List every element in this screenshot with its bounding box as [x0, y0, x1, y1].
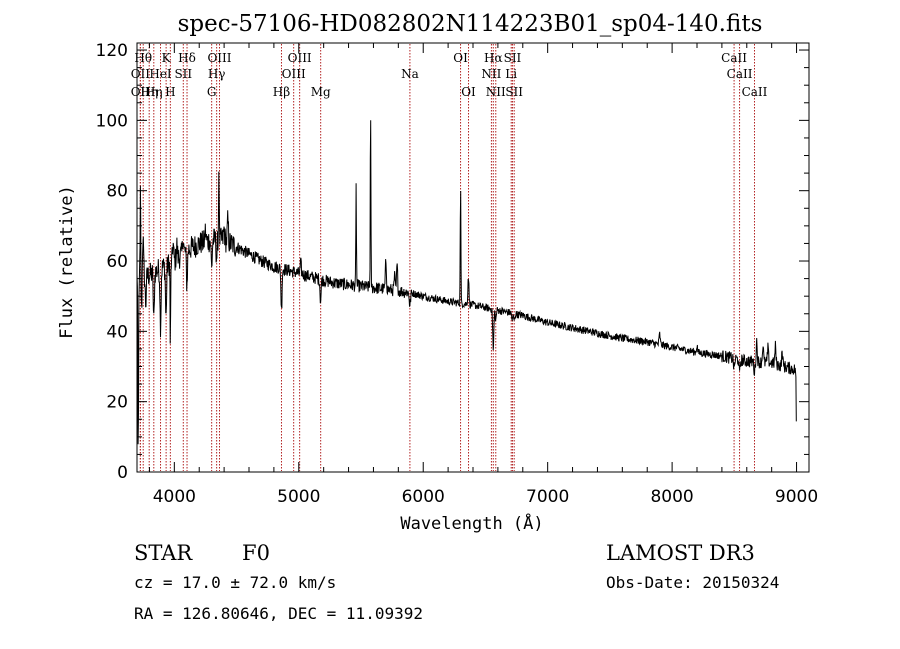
spectral-line-label: OII — [131, 85, 151, 99]
spectral-line-label: OIII — [207, 51, 231, 65]
spectral-line-label: CaII — [721, 51, 747, 65]
spectral-line-label: NII — [481, 67, 501, 81]
spectral-line-label: SII — [504, 51, 522, 65]
x-tick-label: 8000 — [650, 487, 693, 507]
object-subclass: F0 — [242, 541, 270, 565]
spectral-line-markers — [139, 44, 755, 471]
spectral-line-label: G — [207, 85, 217, 99]
spectral-line-label: Mg — [311, 85, 331, 99]
y-axis: 0 20 40 60 80 100 120 — [96, 41, 809, 483]
spectrum-series — [136, 120, 797, 445]
spectral-line-label: Hγ — [208, 67, 226, 81]
y-tick-label: 100 — [96, 111, 128, 131]
spectral-line-label: OII — [131, 67, 151, 81]
plot-frame — [136, 42, 810, 473]
spectral-line-label: Hη — [140, 85, 158, 99]
object-class: STAR — [134, 541, 193, 565]
spectral-line-label: H — [165, 85, 175, 99]
spectral-line-label: HeI — [149, 67, 172, 81]
spectral-line-label: K — [162, 51, 172, 65]
spectral-line-label: OIII — [288, 51, 312, 65]
spectral-line-label: NII — [486, 85, 506, 99]
y-tick-label: 20 — [106, 393, 128, 413]
spectral-line-label: Hδ — [178, 51, 196, 65]
spectral-line-label: Hη — [145, 85, 163, 99]
observation-date: Obs-Date: 20150324 — [606, 573, 779, 592]
x-tick-label: 5000 — [277, 487, 320, 507]
x-tick-label: 7000 — [526, 487, 569, 507]
survey-name: LAMOST DR3 — [606, 541, 755, 565]
x-tick-label: 9000 — [775, 487, 818, 507]
y-axis-label: Flux (relative) — [57, 185, 77, 339]
spectral-line-label: Hθ — [134, 51, 152, 65]
y-tick-label: 60 — [106, 252, 128, 272]
spectral-line-label: CaII — [742, 85, 768, 99]
ra-dec-coordinates: RA = 126.80646, DEC = 11.09392 — [134, 604, 423, 623]
spectral-line-label: Hα — [484, 51, 503, 65]
spectral-line-label: OI — [453, 51, 468, 65]
spectral-line-label: OI — [461, 85, 476, 99]
spectral-line-label: Li — [505, 67, 517, 81]
y-tick-label: 120 — [96, 41, 128, 61]
x-axis: 4000 5000 6000 7000 8000 9000 — [148, 43, 818, 507]
spectral-line-label: SII — [174, 67, 192, 81]
redshift-cz: cz = 17.0 ± 72.0 km/s — [134, 573, 336, 592]
y-tick-label: 80 — [106, 182, 128, 202]
spectral-line-label: SII — [505, 85, 523, 99]
spectral-line-label: Na — [401, 67, 419, 81]
x-tick-label: 4000 — [153, 487, 196, 507]
spectral-line-label: CaII — [727, 67, 753, 81]
chart-title: spec-57106-HD082802N114223B01_sp04-140.f… — [178, 11, 763, 37]
y-tick-label: 0 — [117, 463, 128, 483]
spectral-line-label: Hβ — [273, 85, 290, 99]
x-tick-label: 6000 — [402, 487, 445, 507]
y-tick-label: 40 — [106, 322, 128, 342]
spectral-line-label: OIII — [282, 67, 306, 81]
x-axis-label: Wavelength (Å) — [400, 512, 543, 534]
